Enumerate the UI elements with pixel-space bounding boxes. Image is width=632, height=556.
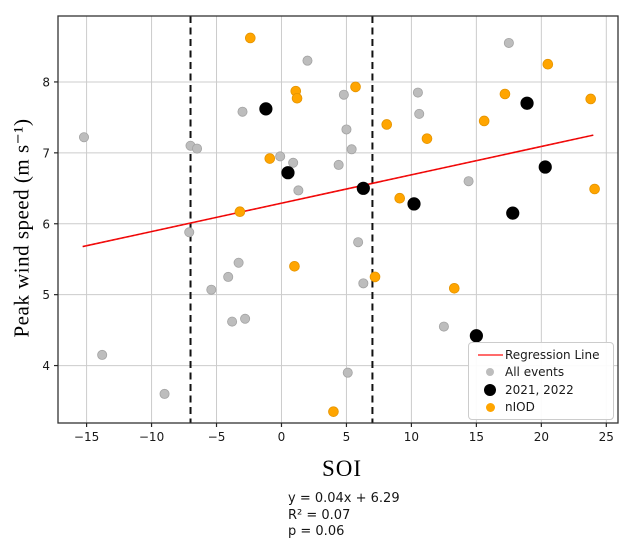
legend-item-regression: Regression Line bbox=[475, 346, 607, 364]
x-tick-label: −15 bbox=[74, 430, 99, 444]
y-tick-label: 8 bbox=[42, 75, 50, 89]
scatter-point-all-events bbox=[159, 388, 170, 399]
scatter-point-all-events bbox=[240, 313, 251, 324]
regression-equation: y = 0.04x + 6.29 bbox=[288, 491, 400, 506]
scatter-point-niod bbox=[589, 183, 600, 195]
scatter-point-all-events bbox=[341, 124, 352, 135]
scatter-point-niod bbox=[350, 81, 361, 93]
stats-annotation: y = 0.04x + 6.29 R² = 0.07 p = 0.06 bbox=[288, 491, 400, 541]
x-tick-label: 5 bbox=[343, 430, 351, 444]
legend-item-2021-2022: 2021, 2022 bbox=[475, 381, 607, 399]
legend-label: Regression Line bbox=[505, 347, 600, 362]
scatter-point-niod bbox=[264, 153, 276, 164]
p-value: p = 0.06 bbox=[288, 524, 345, 539]
y-tick-label: 7 bbox=[42, 146, 50, 160]
scatter-point-all-events bbox=[97, 349, 108, 360]
scatter-point-niod bbox=[542, 58, 554, 70]
scatter-point-niod bbox=[381, 119, 393, 130]
x-tick-label: 25 bbox=[599, 430, 614, 444]
x-axis-label: SOI bbox=[321, 456, 363, 481]
scatter-point-all-events bbox=[233, 257, 244, 268]
scatter-point-all-events bbox=[338, 89, 349, 100]
scatter-point-all-events bbox=[412, 87, 423, 98]
x-tick-label: 10 bbox=[404, 430, 419, 444]
gray-dot-icon bbox=[475, 368, 505, 377]
scatter-point-all-events bbox=[192, 143, 203, 154]
scatter-point-all-events bbox=[237, 106, 248, 117]
scatter-point-all-events bbox=[78, 132, 89, 143]
scatter-point-niod bbox=[244, 32, 256, 44]
y-tick-label: 4 bbox=[42, 359, 50, 373]
legend-item-niod: nIOD bbox=[475, 399, 607, 417]
scatter-point-all-events bbox=[353, 237, 364, 248]
scatter-point-niod bbox=[478, 115, 490, 127]
scatter-point-all-events bbox=[184, 227, 195, 238]
scatter-point-niod bbox=[448, 282, 460, 294]
scatter-point-niod bbox=[289, 260, 300, 272]
scatter-point-2021-2022 bbox=[520, 96, 534, 110]
scatter-point-2021-2022 bbox=[259, 102, 273, 116]
scatter-point-2021-2022 bbox=[506, 206, 520, 220]
scatter-point-all-events bbox=[342, 367, 353, 378]
legend: Regression Line All events 2021, 2022 nI… bbox=[468, 342, 614, 420]
x-tick-label: 15 bbox=[469, 430, 484, 444]
plot-border bbox=[57, 15, 619, 424]
legend-label: All events bbox=[505, 365, 565, 380]
y-tick-label: 5 bbox=[42, 288, 50, 302]
scatter-point-all-events bbox=[438, 321, 449, 332]
scatter-point-niod bbox=[369, 271, 381, 283]
y-axis-label: Peak wind speed (m s⁻¹) bbox=[9, 118, 34, 338]
scatter-point-niod bbox=[499, 88, 511, 100]
scatter-point-2021-2022 bbox=[281, 166, 295, 180]
scatter-point-2021-2022 bbox=[407, 197, 421, 211]
scatter-point-all-events bbox=[463, 176, 474, 187]
scatter-point-all-events bbox=[414, 108, 425, 119]
r-squared-value: R² = 0.07 bbox=[288, 507, 351, 523]
scatter-point-2021-2022 bbox=[538, 160, 552, 174]
scatter-point-all-events bbox=[223, 271, 234, 282]
x-tick-label: −10 bbox=[139, 430, 164, 444]
legend-item-all-events: All events bbox=[475, 364, 607, 382]
scatter-point-all-events bbox=[358, 278, 369, 289]
scatter-point-niod bbox=[328, 406, 339, 417]
scatter-point-all-events bbox=[293, 185, 304, 196]
scatter-point-all-events bbox=[333, 159, 344, 170]
scatter-point-all-events bbox=[288, 157, 299, 168]
orange-dot-icon bbox=[475, 402, 505, 412]
regression-line-icon bbox=[475, 353, 505, 356]
scatter-point-all-events bbox=[346, 144, 357, 155]
scatter-point-niod bbox=[234, 206, 246, 218]
scatter-point-niod bbox=[291, 92, 303, 104]
scatter-point-all-events bbox=[302, 55, 313, 66]
scatter-point-niod bbox=[394, 192, 406, 204]
scatter-point-all-events bbox=[206, 284, 217, 295]
black-dot-icon bbox=[475, 383, 505, 396]
legend-label: 2021, 2022 bbox=[505, 382, 574, 397]
scatter-point-niod bbox=[421, 133, 433, 144]
regression-line-texture bbox=[82, 134, 594, 248]
scatter-point-2021-2022 bbox=[356, 181, 370, 195]
scatter-point-all-events bbox=[503, 37, 514, 48]
y-tick-label: 6 bbox=[42, 217, 50, 231]
scatter-point-all-events bbox=[227, 316, 238, 327]
scatter-point-niod bbox=[585, 93, 597, 105]
x-tick-label: −5 bbox=[208, 430, 226, 444]
x-tick-label: 0 bbox=[278, 430, 286, 444]
x-tick-label: 20 bbox=[534, 430, 549, 444]
scatter-point-all-events bbox=[275, 151, 286, 162]
scatter-point-2021-2022 bbox=[469, 329, 483, 343]
legend-label: nIOD bbox=[505, 400, 535, 415]
